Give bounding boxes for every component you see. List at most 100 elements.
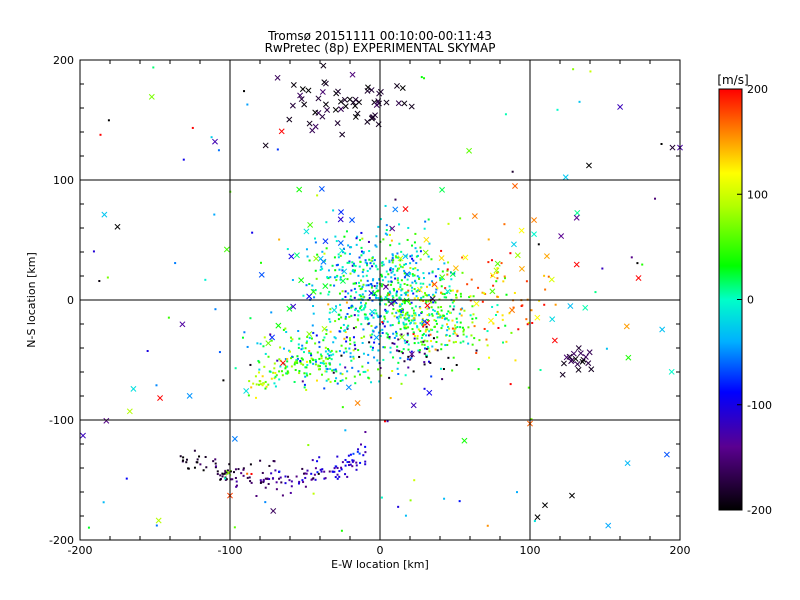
dot-point bbox=[410, 244, 413, 247]
dot-point bbox=[249, 463, 252, 466]
cross-point bbox=[373, 102, 380, 108]
dot-point bbox=[106, 276, 109, 279]
dot-point bbox=[351, 261, 354, 264]
dot-point bbox=[152, 66, 155, 69]
dot-point bbox=[383, 346, 386, 349]
dot-point bbox=[369, 345, 372, 348]
dot-point bbox=[318, 341, 321, 344]
colorbar-label: [m/s] bbox=[717, 73, 748, 87]
cross-point bbox=[369, 308, 376, 315]
dot-point bbox=[391, 295, 394, 298]
dot-point bbox=[404, 514, 407, 517]
dot-point bbox=[308, 351, 311, 354]
dot-point bbox=[301, 380, 304, 383]
dot-point bbox=[264, 477, 267, 480]
cross-point bbox=[354, 400, 361, 406]
dot-point bbox=[510, 331, 513, 334]
dot-point bbox=[327, 277, 330, 280]
dot-point bbox=[364, 431, 367, 434]
dot-point bbox=[302, 472, 305, 475]
dot-point bbox=[257, 359, 260, 362]
dot-point bbox=[400, 289, 403, 292]
dot-point bbox=[470, 334, 473, 337]
dot-point bbox=[391, 270, 394, 273]
dot-point bbox=[246, 103, 249, 106]
dot-point bbox=[316, 194, 319, 197]
dot-point bbox=[359, 301, 362, 304]
cross-point bbox=[286, 305, 293, 312]
dot-point bbox=[441, 317, 444, 320]
dot-point bbox=[265, 385, 268, 388]
dot-point bbox=[278, 238, 281, 241]
dot-point bbox=[393, 315, 396, 318]
dot-point bbox=[496, 310, 499, 313]
dot-point bbox=[400, 333, 403, 336]
dot-point bbox=[422, 325, 425, 328]
dot-point bbox=[391, 324, 394, 327]
dot-point bbox=[352, 459, 355, 462]
dot-point bbox=[329, 284, 332, 287]
dot-point bbox=[319, 292, 322, 295]
dot-point bbox=[375, 265, 378, 268]
dot-point bbox=[511, 170, 514, 173]
dot-point bbox=[371, 346, 374, 349]
dot-point bbox=[396, 367, 399, 370]
dot-point bbox=[125, 477, 128, 480]
dot-point bbox=[424, 292, 427, 295]
cross-point bbox=[320, 258, 327, 265]
dot-point bbox=[312, 477, 315, 480]
dot-point bbox=[185, 458, 188, 461]
dot-point bbox=[324, 370, 327, 373]
dot-point bbox=[288, 350, 291, 353]
dot-point bbox=[403, 292, 406, 295]
dot-point bbox=[458, 312, 461, 315]
dot-point bbox=[370, 259, 373, 262]
dot-point bbox=[359, 307, 362, 310]
dot-point bbox=[305, 360, 308, 363]
dot-point bbox=[410, 357, 413, 360]
cross-point bbox=[558, 233, 565, 240]
dot-point bbox=[259, 459, 262, 462]
dot-point bbox=[280, 370, 283, 373]
dot-point bbox=[347, 464, 350, 467]
dot-point bbox=[451, 369, 454, 372]
dot-point bbox=[281, 374, 284, 377]
dot-point bbox=[437, 312, 440, 315]
dot-point bbox=[314, 360, 317, 363]
dot-point bbox=[309, 361, 312, 364]
dot-point bbox=[400, 309, 403, 312]
dot-point bbox=[411, 281, 414, 284]
dot-point bbox=[446, 343, 449, 346]
dot-point bbox=[296, 357, 299, 360]
dot-point bbox=[437, 268, 440, 271]
dot-point bbox=[531, 321, 534, 324]
dot-point bbox=[312, 312, 315, 315]
dot-point bbox=[514, 359, 517, 362]
cross-point bbox=[625, 354, 632, 361]
dot-point bbox=[259, 481, 262, 484]
cross-point bbox=[269, 334, 276, 341]
cross-point bbox=[408, 351, 415, 358]
cross-point bbox=[373, 334, 380, 341]
dot-point bbox=[291, 338, 294, 341]
dot-point bbox=[314, 478, 317, 481]
dot-point bbox=[299, 361, 302, 364]
dot-point bbox=[443, 497, 446, 500]
dot-point bbox=[362, 251, 365, 254]
dot-point bbox=[329, 351, 332, 354]
dot-point bbox=[273, 377, 276, 380]
dot-point bbox=[440, 291, 443, 294]
dot-point bbox=[312, 492, 315, 495]
dot-point bbox=[357, 370, 360, 373]
dot-point bbox=[419, 329, 422, 332]
dot-point bbox=[224, 478, 227, 481]
dot-point bbox=[354, 326, 357, 329]
cross-point bbox=[354, 110, 361, 117]
dot-point bbox=[402, 348, 405, 351]
cross-point bbox=[278, 128, 285, 135]
dot-point bbox=[424, 301, 427, 304]
dot-point bbox=[459, 292, 462, 295]
cross-point bbox=[586, 349, 593, 356]
dot-point bbox=[347, 244, 350, 247]
dot-point bbox=[296, 355, 299, 358]
